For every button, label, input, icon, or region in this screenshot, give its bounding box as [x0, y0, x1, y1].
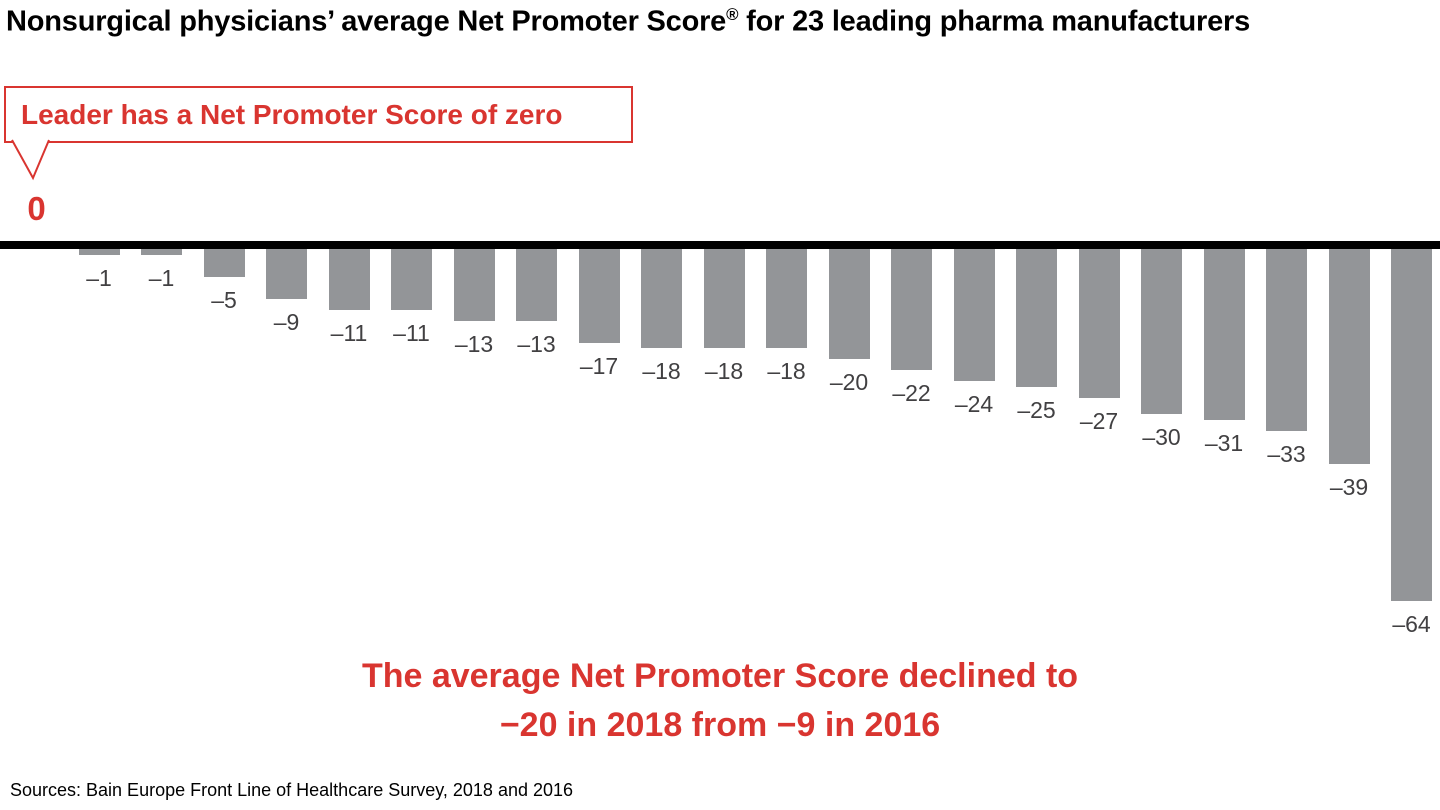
bar-column: –11 — [391, 249, 432, 345]
bar-column: –1 — [78, 249, 120, 291]
bar-column: –64 — [1391, 249, 1432, 636]
bar — [953, 249, 995, 381]
bar-value-label: –11 — [393, 319, 430, 346]
callout-tail-pointer — [11, 139, 50, 181]
bar — [141, 249, 182, 255]
bar-column: –33 — [1266, 249, 1307, 466]
bar-column: –22 — [891, 249, 932, 405]
bar — [828, 249, 870, 359]
bar-value-label: –22 — [892, 380, 931, 406]
bar — [453, 249, 495, 321]
bar-column: –13 — [516, 249, 557, 356]
leader-callout-text: Leader has a Net Promoter Score of zero — [21, 98, 563, 130]
bar-column: –27 — [1078, 249, 1120, 434]
bar — [203, 249, 245, 277]
bar — [1203, 249, 1245, 420]
bar — [516, 249, 557, 321]
annotation-line-2: −20 in 2018 from −9 in 2016 — [499, 706, 941, 744]
bar — [328, 249, 370, 310]
bar-value-label: –18 — [767, 358, 806, 384]
bar-value-label: –20 — [829, 369, 869, 395]
bar-value-label: –30 — [1142, 424, 1181, 450]
bar-value-label: –17 — [579, 352, 619, 379]
zero-value-label: 0 — [27, 190, 46, 227]
bar-value-label: –18 — [704, 358, 744, 384]
bar-value-label: –5 — [211, 286, 237, 313]
bar — [766, 249, 807, 348]
bar-column: –25 — [1016, 249, 1057, 422]
bar — [1016, 249, 1057, 387]
bar — [578, 249, 620, 343]
leader-callout-box: Leader has a Net Promoter Score of zero — [4, 86, 633, 143]
bar — [1266, 249, 1307, 431]
average-decline-annotation: The average Net Promoter Score declined … — [0, 652, 1440, 750]
bar — [703, 249, 745, 348]
bar-value-label: –13 — [454, 330, 494, 357]
bar — [641, 249, 682, 348]
annotation-line-1: The average Net Promoter Score declined … — [361, 657, 1079, 695]
bar-column: –24 — [953, 249, 995, 417]
bar-column: –30 — [1141, 249, 1182, 449]
bar — [78, 249, 120, 255]
bar-column: –18 — [641, 249, 682, 383]
bar-value-label: –1 — [86, 264, 112, 291]
chart-title-text: Nonsurgical physicians’ average Net Prom… — [6, 5, 727, 38]
bar-column: –31 — [1203, 249, 1245, 456]
bar-value-label: –27 — [1079, 407, 1119, 434]
bar-value-label: –1 — [148, 264, 175, 291]
bar-column: –13 — [453, 249, 495, 357]
registered-trademark-symbol: ® — [726, 5, 739, 24]
bar-column: –18 — [766, 249, 807, 383]
bar — [1141, 249, 1182, 414]
zero-baseline — [0, 241, 1440, 249]
bar — [266, 249, 307, 299]
bar-value-label: –9 — [273, 308, 300, 335]
bar — [891, 249, 932, 370]
bar-column: –17 — [578, 249, 620, 379]
bar-value-label: –33 — [1267, 440, 1306, 467]
bars-area: 0 –1 –1 –5 –9 –11 –11 –13 –13 –17 –18 –18 –18 –20 –22–… — [16, 192, 1440, 689]
bar-value-label: –25 — [1017, 396, 1056, 423]
bar-value-label: –39 — [1329, 473, 1369, 500]
bar-column: –39 — [1328, 249, 1370, 500]
bar-column: –1 — [141, 249, 182, 290]
bar — [1078, 249, 1120, 398]
bar-value-label: –24 — [954, 391, 994, 417]
chart-title: Nonsurgical physicians’ average Net Prom… — [6, 5, 1250, 39]
bar-column: –5 — [203, 249, 245, 313]
bar-column: –11 — [328, 249, 370, 346]
bar-value-label: –11 — [330, 319, 368, 346]
bar — [1391, 249, 1432, 601]
bar-column: –20 — [828, 249, 870, 395]
sources-note: Sources: Bain Europe Front Line of Healt… — [10, 780, 574, 800]
bar-value-label: –13 — [517, 330, 556, 357]
bar-value-label: –31 — [1204, 429, 1244, 456]
bar — [1328, 249, 1370, 464]
bar-column: –9 — [266, 249, 307, 334]
bar-value-label: –18 — [642, 358, 681, 384]
chart-title-suffix: for 23 leading pharma manufacturers — [738, 5, 1251, 38]
bar-value-label: –64 — [1392, 611, 1431, 637]
bar-column: –18 — [703, 249, 745, 384]
bar — [391, 249, 432, 310]
